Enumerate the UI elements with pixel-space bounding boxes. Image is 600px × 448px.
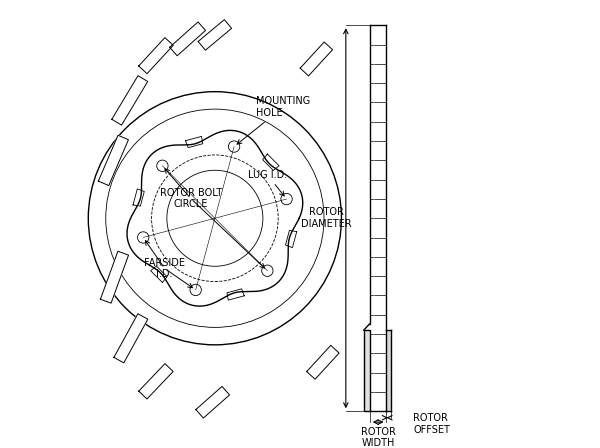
Polygon shape xyxy=(386,330,391,411)
Polygon shape xyxy=(98,135,128,185)
Polygon shape xyxy=(114,314,148,363)
Text: ROTOR
WIDTH: ROTOR WIDTH xyxy=(361,426,395,448)
Polygon shape xyxy=(198,20,232,50)
Polygon shape xyxy=(112,76,148,125)
Polygon shape xyxy=(364,330,370,411)
Polygon shape xyxy=(170,22,206,56)
Polygon shape xyxy=(100,251,128,303)
Polygon shape xyxy=(196,387,230,418)
Text: FARSIDE
I.D.: FARSIDE I.D. xyxy=(144,258,185,279)
Polygon shape xyxy=(307,345,339,379)
Text: MOUNTING
HOLE: MOUNTING HOLE xyxy=(237,96,311,144)
Text: ROTOR
DIAMETER: ROTOR DIAMETER xyxy=(301,207,352,229)
Polygon shape xyxy=(300,42,332,76)
Polygon shape xyxy=(139,364,173,399)
Text: ROTOR BOLT
CIRCLE: ROTOR BOLT CIRCLE xyxy=(160,188,222,209)
Text: ROTOR
OFFSET: ROTOR OFFSET xyxy=(413,414,451,435)
Polygon shape xyxy=(139,38,173,73)
Text: LUG I.D.: LUG I.D. xyxy=(248,170,287,196)
